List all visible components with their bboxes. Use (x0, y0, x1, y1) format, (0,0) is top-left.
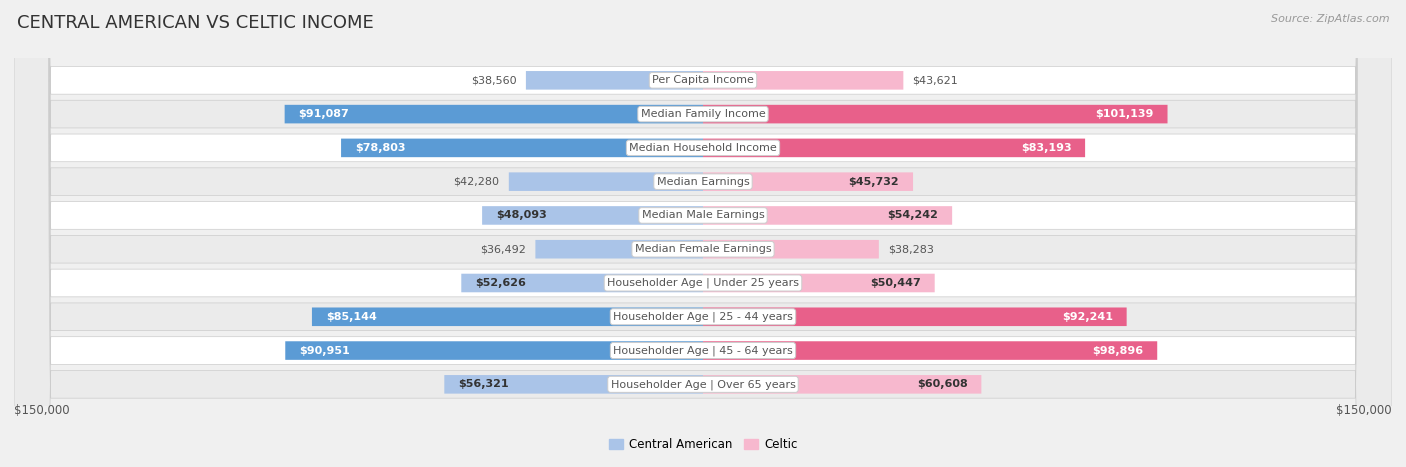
FancyBboxPatch shape (703, 139, 1085, 157)
Text: $150,000: $150,000 (1336, 404, 1392, 417)
Text: $56,321: $56,321 (458, 379, 509, 389)
Text: $91,087: $91,087 (298, 109, 349, 119)
Text: CENTRAL AMERICAN VS CELTIC INCOME: CENTRAL AMERICAN VS CELTIC INCOME (17, 14, 374, 32)
Text: Householder Age | 45 - 64 years: Householder Age | 45 - 64 years (613, 345, 793, 356)
FancyBboxPatch shape (703, 375, 981, 394)
Legend: Central American, Celtic: Central American, Celtic (605, 433, 801, 456)
FancyBboxPatch shape (14, 0, 1392, 467)
FancyBboxPatch shape (14, 0, 1392, 467)
FancyBboxPatch shape (444, 375, 703, 394)
FancyBboxPatch shape (14, 0, 1392, 467)
FancyBboxPatch shape (536, 240, 703, 259)
Text: $45,732: $45,732 (849, 177, 900, 187)
Text: Median Household Income: Median Household Income (628, 143, 778, 153)
Text: $50,447: $50,447 (870, 278, 921, 288)
FancyBboxPatch shape (703, 105, 1167, 123)
Text: Householder Age | Over 65 years: Householder Age | Over 65 years (610, 379, 796, 389)
Text: $150,000: $150,000 (14, 404, 70, 417)
Text: Source: ZipAtlas.com: Source: ZipAtlas.com (1271, 14, 1389, 24)
FancyBboxPatch shape (14, 0, 1392, 467)
FancyBboxPatch shape (703, 274, 935, 292)
FancyBboxPatch shape (14, 0, 1392, 467)
Text: $101,139: $101,139 (1095, 109, 1154, 119)
FancyBboxPatch shape (703, 71, 903, 90)
FancyBboxPatch shape (14, 0, 1392, 467)
FancyBboxPatch shape (703, 240, 879, 259)
Text: $48,093: $48,093 (496, 211, 547, 220)
Text: $98,896: $98,896 (1092, 346, 1143, 355)
Text: Median Female Earnings: Median Female Earnings (634, 244, 772, 254)
Text: $85,144: $85,144 (326, 312, 377, 322)
FancyBboxPatch shape (461, 274, 703, 292)
FancyBboxPatch shape (14, 0, 1392, 467)
FancyBboxPatch shape (14, 0, 1392, 467)
FancyBboxPatch shape (703, 206, 952, 225)
FancyBboxPatch shape (285, 341, 703, 360)
Text: $42,280: $42,280 (454, 177, 499, 187)
Text: Householder Age | Under 25 years: Householder Age | Under 25 years (607, 278, 799, 288)
FancyBboxPatch shape (312, 307, 703, 326)
Text: $90,951: $90,951 (299, 346, 350, 355)
Text: $92,241: $92,241 (1062, 312, 1114, 322)
FancyBboxPatch shape (284, 105, 703, 123)
FancyBboxPatch shape (509, 172, 703, 191)
Text: $78,803: $78,803 (354, 143, 405, 153)
Text: $36,492: $36,492 (481, 244, 526, 254)
FancyBboxPatch shape (526, 71, 703, 90)
Text: Median Family Income: Median Family Income (641, 109, 765, 119)
Text: $38,283: $38,283 (889, 244, 934, 254)
Text: $43,621: $43,621 (912, 75, 959, 85)
Text: $38,560: $38,560 (471, 75, 517, 85)
FancyBboxPatch shape (14, 0, 1392, 467)
FancyBboxPatch shape (703, 172, 912, 191)
FancyBboxPatch shape (14, 0, 1392, 467)
FancyBboxPatch shape (342, 139, 703, 157)
Text: Median Earnings: Median Earnings (657, 177, 749, 187)
FancyBboxPatch shape (482, 206, 703, 225)
Text: $83,193: $83,193 (1021, 143, 1071, 153)
FancyBboxPatch shape (703, 341, 1157, 360)
Text: $52,626: $52,626 (475, 278, 526, 288)
Text: Householder Age | 25 - 44 years: Householder Age | 25 - 44 years (613, 311, 793, 322)
Text: $54,242: $54,242 (887, 211, 938, 220)
Text: Median Male Earnings: Median Male Earnings (641, 211, 765, 220)
FancyBboxPatch shape (703, 307, 1126, 326)
Text: Per Capita Income: Per Capita Income (652, 75, 754, 85)
Text: $60,608: $60,608 (917, 379, 967, 389)
